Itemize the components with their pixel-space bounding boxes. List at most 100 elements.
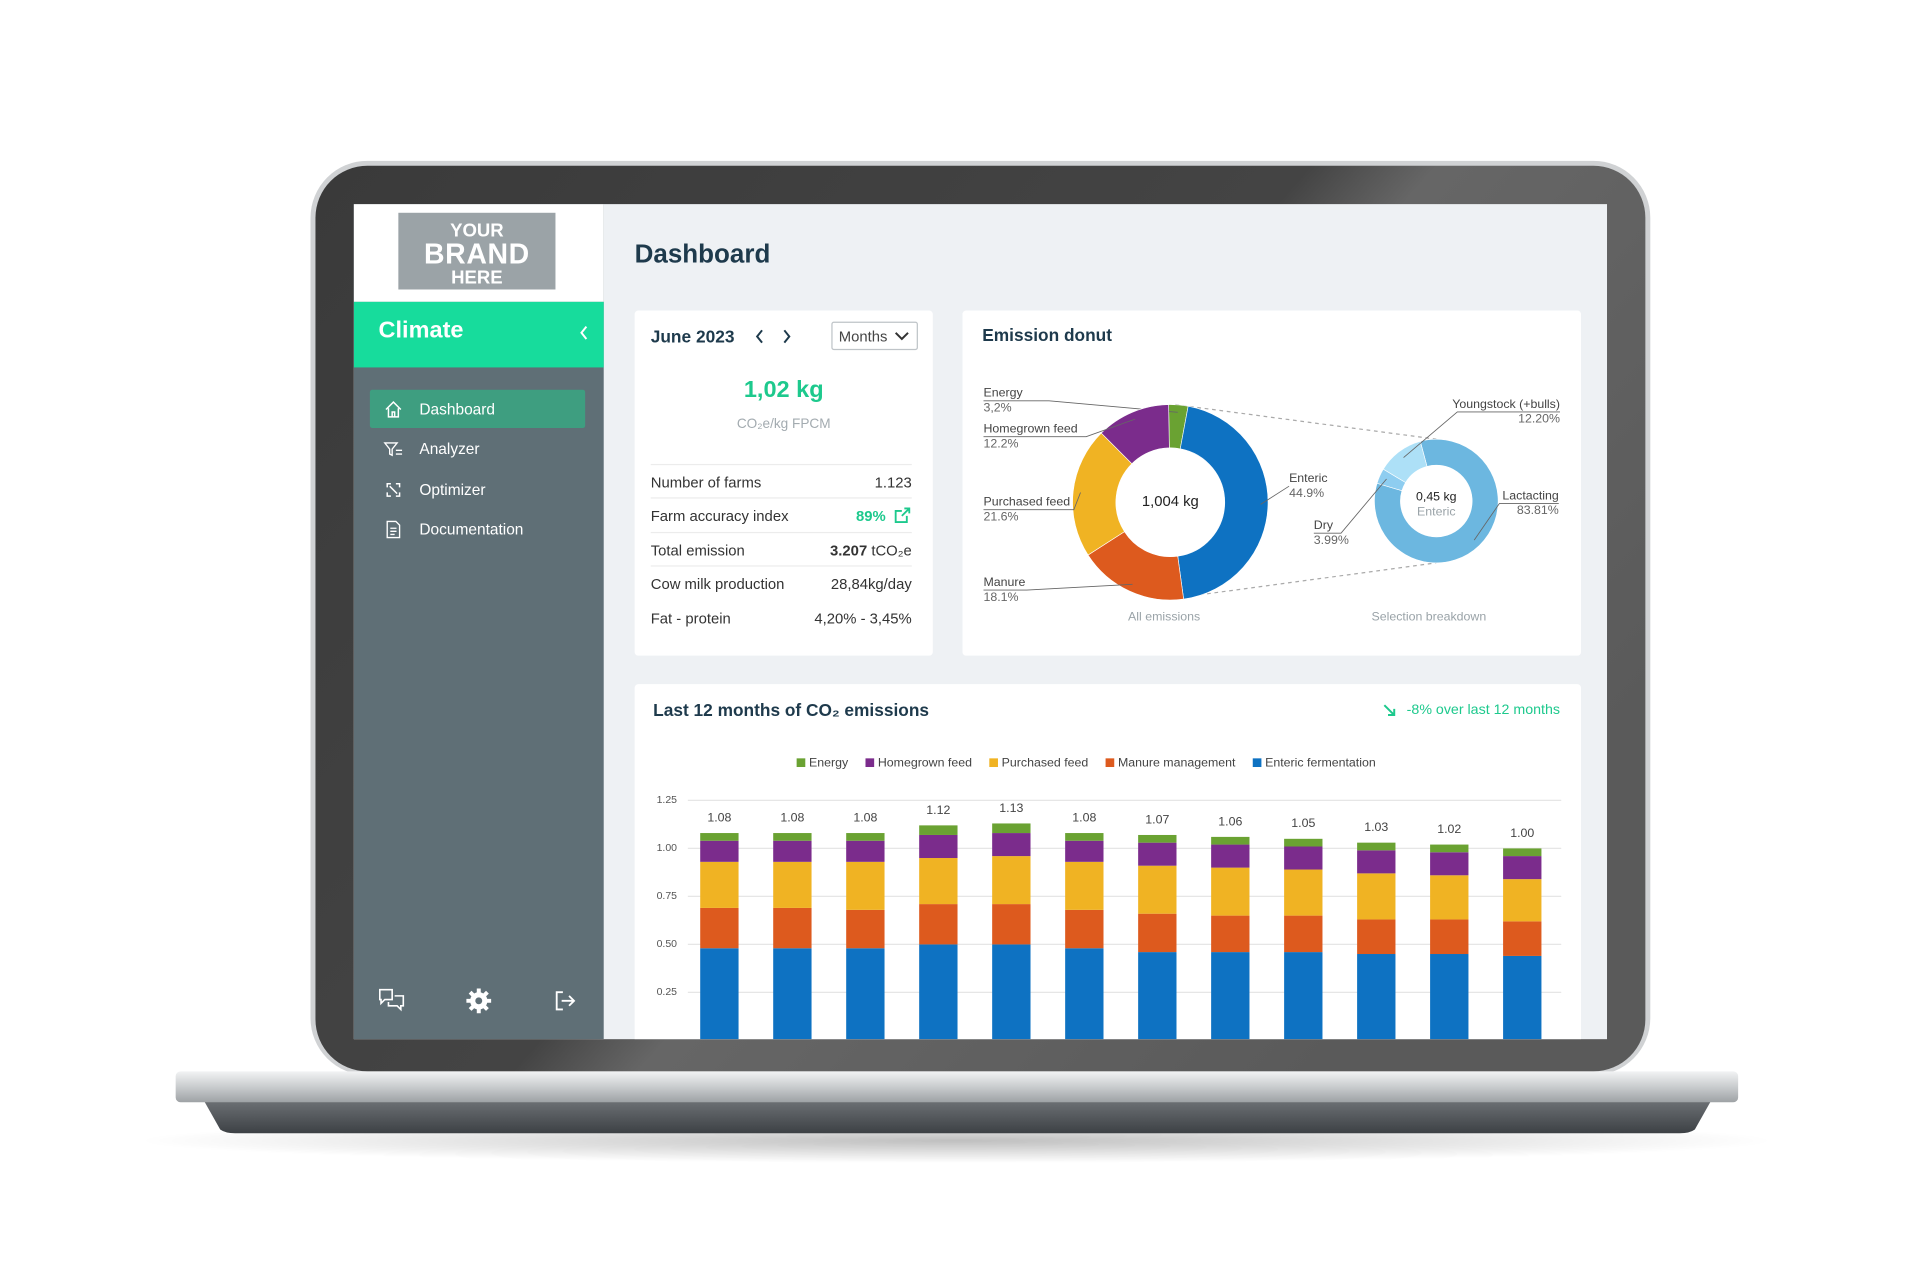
bar-segment: [1065, 833, 1104, 841]
bar-segment: [919, 944, 958, 1040]
granularity-dropdown[interactable]: Months: [831, 321, 918, 351]
slice-value: 83.81%: [1517, 503, 1559, 517]
bar-segment: [773, 833, 812, 841]
bar-segment: [1211, 952, 1250, 1040]
page-title: Dashboard: [634, 239, 771, 269]
bar-segment: [1284, 869, 1323, 916]
legend: Energy Homegrown feed Purchased feed Manure…: [796, 756, 1376, 770]
slice-value: 3.99%: [1314, 533, 1349, 547]
stat-value: 3.207: [830, 541, 868, 559]
bar-segment: [1357, 919, 1396, 955]
bar-segment: [700, 833, 739, 841]
slice-name: Enteric: [1289, 471, 1327, 485]
leader-line: [983, 400, 1178, 413]
period-nav[interactable]: [753, 327, 793, 347]
bar-segment: [1503, 856, 1542, 880]
bar-segment: [773, 861, 812, 908]
legend-item: Manure management: [1105, 756, 1236, 770]
bar-segment: [1211, 867, 1250, 916]
slice-name: Youngstock (+bulls): [1452, 397, 1560, 411]
trend-icon: [1383, 704, 1396, 717]
bar-segment: [1138, 834, 1177, 843]
dropdown-arrow: [895, 331, 910, 340]
period: June 2023: [650, 326, 735, 347]
bar-segment: [1503, 879, 1542, 922]
legend-swatch: [796, 758, 806, 768]
total-label: 1.07: [1145, 812, 1169, 826]
y-tick-label: 0.50: [657, 938, 678, 950]
icon-home: [385, 400, 402, 418]
connector: [1170, 562, 1437, 600]
legend-item: Purchased feed: [989, 756, 1088, 770]
bar-segment: [773, 948, 812, 1040]
stat-label: Total emission: [650, 541, 745, 559]
donut-center-value: 1,004 kg: [1142, 494, 1199, 510]
stat-value: 1.123: [874, 473, 912, 491]
legend-label: Enteric fermentation: [1265, 756, 1376, 770]
total-label: 1.00: [1510, 826, 1534, 840]
slice-name: Dry: [1314, 518, 1334, 532]
nav-item[interactable]: Analyzer: [370, 429, 585, 467]
bar-segment: [1503, 848, 1542, 857]
stat-value: 4,20% - 3,45%: [814, 609, 912, 627]
legend-swatch: [989, 758, 998, 768]
collapse-button[interactable]: [578, 324, 590, 341]
stat-label: Number of farms: [650, 473, 762, 491]
nav-item[interactable]: Documentation: [370, 510, 585, 548]
bar-segment: [1211, 915, 1250, 953]
bar-segment: [919, 904, 958, 945]
bar-segment: [1211, 844, 1250, 868]
bar-segment: [992, 833, 1031, 857]
bar-segment: [1357, 954, 1396, 1040]
bar-segment: [1430, 954, 1469, 1040]
stat-label: Farm accuracy index: [650, 506, 789, 524]
total-label: 1.02: [1437, 822, 1461, 836]
bar-segment: [700, 840, 739, 862]
bar-segment: [773, 840, 812, 862]
slice-name: Energy: [984, 386, 1024, 400]
slice-value: 12.20%: [1518, 412, 1560, 426]
bar-segment: [846, 861, 885, 910]
bar-segment: [1430, 919, 1469, 955]
y-tick-label: 0.75: [657, 890, 678, 902]
bar-segment: [992, 904, 1031, 945]
stat-row: Total emission 3.207 tCO₂e: [650, 531, 912, 567]
nav-item[interactable]: Optimizer: [370, 470, 585, 508]
nav-label: Documentation: [419, 520, 524, 538]
bar-segment: [1284, 915, 1323, 953]
base: [175, 1071, 1739, 1103]
total-label: 1.06: [1218, 814, 1242, 828]
bar-segment: [1065, 840, 1104, 862]
slice-name: Manure: [984, 575, 1026, 589]
brand-logo: YOUR BRAND HERE: [398, 212, 556, 290]
headline-unit: CO₂e/kg FPCM: [736, 416, 831, 432]
bar-segment: [1357, 850, 1396, 874]
bar-segment: [846, 840, 885, 862]
bar-segment: [1284, 846, 1323, 870]
external-link[interactable]: [892, 506, 912, 524]
bar-segment: [1211, 836, 1250, 845]
help-button[interactable]: [376, 986, 406, 1013]
total-label: 1.08: [780, 810, 804, 824]
bar-segment: [992, 823, 1031, 834]
leader-line: [983, 492, 1081, 511]
logout-button[interactable]: [553, 988, 578, 1013]
bar-segment: [1138, 913, 1177, 953]
bar-segment: [1065, 861, 1104, 910]
nav-item[interactable]: Dashboard: [369, 389, 586, 429]
brand-line: YOUR: [450, 220, 504, 242]
base-lip: [204, 1101, 1711, 1134]
bar-segment: [846, 948, 885, 1040]
app-name: Climate: [378, 317, 464, 344]
y-tick-label: 1.00: [657, 842, 678, 854]
summary-card: June 2023 Months 1,02 kg CO₂e/kg FPCM Nu…: [634, 310, 933, 656]
total-label: 1.12: [926, 803, 950, 817]
donut-chart: Emission donut Energy3,2%Enteric44.9%Man…: [982, 325, 1560, 624]
settings-button[interactable]: [465, 987, 492, 1014]
bar-segment: [1503, 955, 1542, 1040]
legend-item: Enteric fermentation: [1252, 756, 1376, 770]
legend-swatch: [1105, 758, 1115, 768]
bar-segment: [1138, 842, 1177, 866]
legend-swatch: [865, 758, 875, 768]
